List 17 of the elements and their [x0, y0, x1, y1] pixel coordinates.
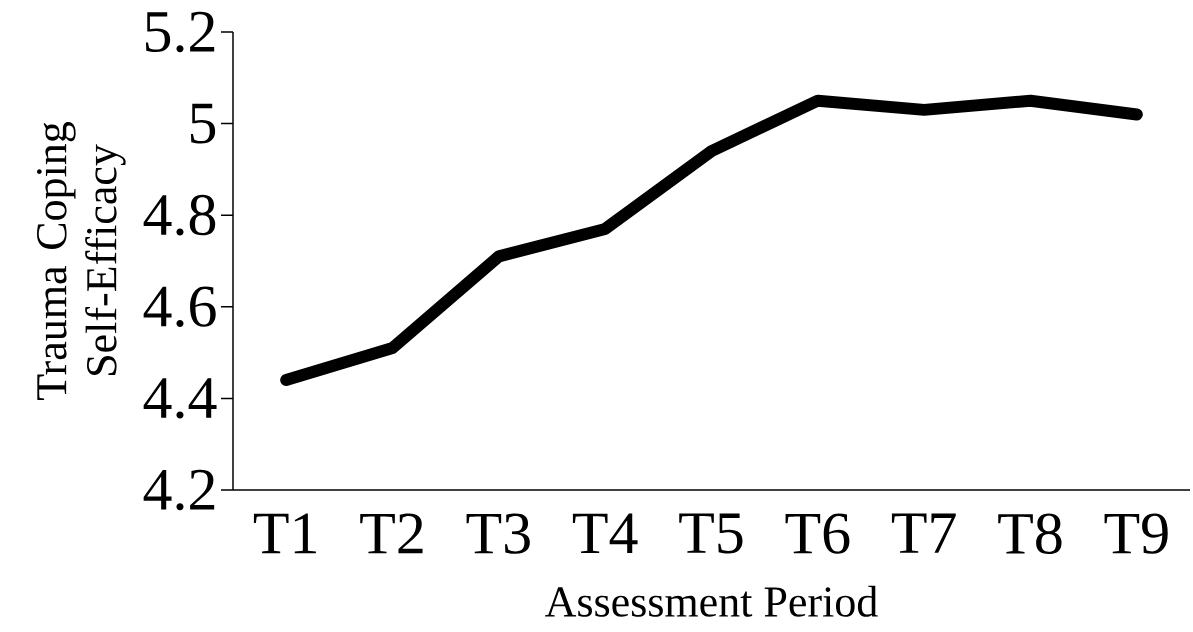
x-tick-label: T8 [998, 513, 1062, 555]
x-tick-label: T4 [572, 513, 638, 554]
y-tick-label: 4.4 [143, 378, 217, 419]
x-tick-label: T6 [785, 513, 850, 554]
y-tick-label: 5.2 [145, 11, 215, 53]
x-tick-label: T7 [891, 513, 956, 553]
x-axis-title: Assessment Period [545, 585, 878, 617]
y-tick-label: 4.6 [143, 286, 216, 328]
x-tick-label: T1 [253, 513, 316, 554]
y-tick-label: 4.8 [143, 194, 216, 236]
y-tick-label: 4.2 [143, 469, 215, 511]
y-tick-label: 5 [190, 103, 216, 144]
x-tick-label: T3 [466, 513, 530, 554]
x-tick-label: T2 [360, 513, 423, 554]
y-axis-title: Trauma Coping Self-Efficacy [37, 122, 126, 400]
x-tick-label: T9 [1104, 513, 1168, 554]
x-tick-label: T5 [679, 513, 743, 554]
